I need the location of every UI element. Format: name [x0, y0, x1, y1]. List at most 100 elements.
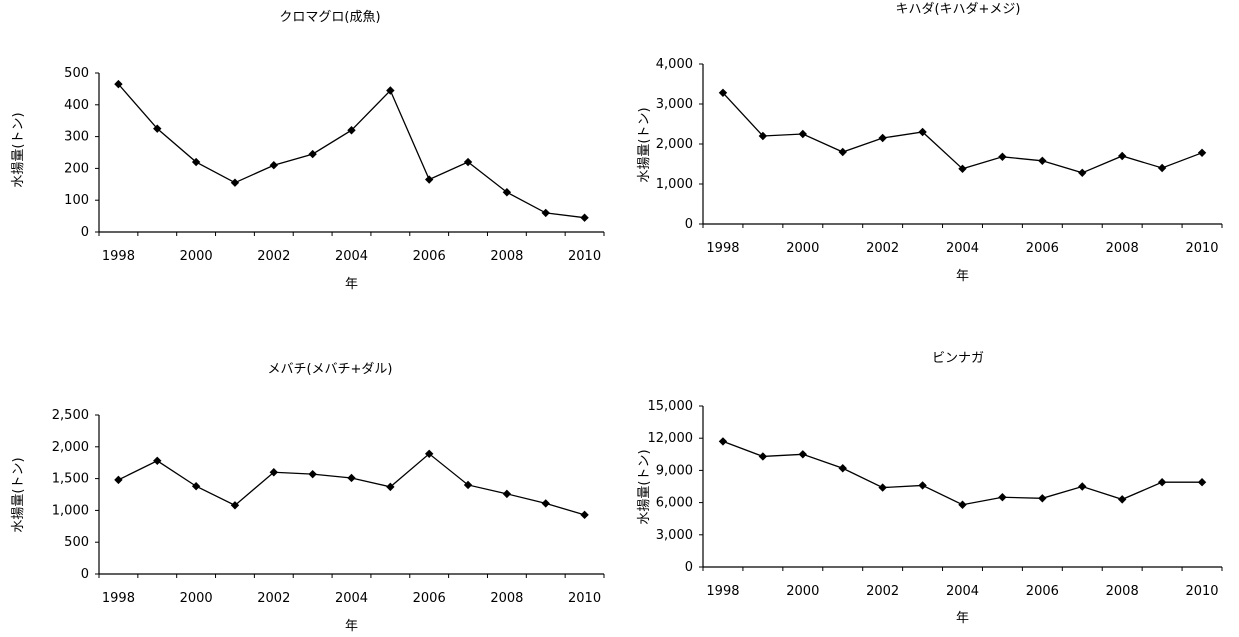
y-tick-label: 500 [64, 66, 89, 81]
x-tick-label: 2002 [866, 241, 899, 256]
y-tick-label: 1,000 [52, 503, 89, 518]
y-axis-label: 水揚量(トン) [10, 112, 26, 187]
data-point [502, 188, 512, 197]
x-axis-label: 年 [345, 277, 358, 292]
y-axis-label: 水揚量(トン) [636, 107, 652, 182]
data-point [918, 481, 927, 490]
data-point [269, 468, 279, 477]
x-tick-label: 2004 [335, 591, 368, 606]
data-point [958, 500, 967, 509]
x-tick-label: 1998 [706, 241, 739, 256]
x-axis-label: 年 [345, 619, 358, 634]
y-tick-label: 300 [64, 130, 89, 145]
data-point [998, 493, 1007, 502]
data-point [798, 450, 808, 459]
data-point [1157, 163, 1167, 173]
x-tick-label: 2002 [866, 584, 899, 599]
data-point [1078, 482, 1087, 491]
y-tick-label: 15,000 [648, 399, 694, 414]
y-tick-label: 200 [64, 161, 89, 176]
data-point [502, 489, 512, 499]
x-tick-label: 2006 [1026, 584, 1059, 599]
x-tick-label: 2006 [413, 249, 446, 264]
x-tick-label: 2002 [257, 249, 290, 264]
x-axis-label: 年 [956, 611, 969, 626]
data-point [1157, 478, 1167, 487]
chart-title: ビンナガ [932, 351, 984, 366]
data-point [718, 437, 728, 446]
y-tick-label: 0 [81, 225, 89, 240]
x-tick-label: 2004 [335, 249, 368, 264]
x-tick-label: 2010 [568, 591, 601, 606]
data-point [114, 79, 123, 89]
y-tick-label: 9,000 [656, 463, 693, 478]
x-tick-label: 1998 [102, 249, 135, 264]
series-line [117, 83, 585, 219]
y-tick-label: 1,000 [656, 177, 693, 192]
data-point [838, 147, 847, 157]
y-tick-label: 1,500 [52, 472, 89, 487]
data-point [758, 452, 768, 461]
data-point [463, 480, 473, 490]
y-tick-label: 2,500 [52, 408, 89, 423]
y-tick-label: 3,000 [656, 97, 693, 112]
data-point [386, 482, 395, 492]
y-tick-label: 0 [685, 217, 693, 232]
data-point [269, 161, 279, 170]
data-point [424, 449, 434, 458]
x-axis-label: 年 [956, 269, 969, 284]
data-point [758, 131, 768, 141]
data-point [918, 127, 927, 137]
y-tick-label: 2,000 [656, 137, 693, 152]
chart-2: メバチ(メバチ+ダル) 0 500 1,000 1,500 2,000 2,500 1998 2… [10, 362, 605, 634]
x-tick-label: 2004 [946, 241, 979, 256]
x-tick-label: 1998 [706, 584, 739, 599]
data-point [958, 164, 967, 173]
chart-title: メバチ(メバチ+ダル) [267, 362, 392, 377]
data-point [838, 464, 847, 473]
data-point [114, 475, 123, 485]
data-point [1038, 494, 1047, 503]
x-tick-label: 2006 [1026, 241, 1059, 256]
data-point [424, 175, 434, 184]
x-tick-label: 2010 [1185, 584, 1218, 599]
x-tick-label: 2004 [946, 584, 979, 599]
x-tick-label: 2008 [490, 249, 523, 264]
x-tick-label: 1998 [102, 591, 135, 606]
data-point [230, 501, 240, 510]
x-tick-label: 2008 [490, 591, 523, 606]
x-tick-label: 2000 [180, 249, 213, 264]
data-point [230, 178, 240, 187]
y-tick-label: 500 [64, 535, 89, 550]
y-tick-label: 3,000 [656, 528, 693, 543]
y-tick-label: 12,000 [648, 431, 694, 446]
data-point [386, 86, 395, 95]
x-tick-label: 2000 [786, 584, 819, 599]
x-tick-label: 2010 [1185, 241, 1218, 256]
y-tick-label: 0 [81, 567, 89, 582]
x-tick-label: 2000 [180, 591, 213, 606]
data-point [1117, 495, 1127, 504]
data-point [541, 499, 550, 508]
series-line [722, 92, 1203, 174]
data-point [463, 157, 473, 167]
y-axis-label: 水揚量(トン) [636, 449, 652, 524]
data-point [580, 213, 589, 222]
chart-3: ビンナガ 0 3,000 6,000 9,000 12,000 15,000 1998 2000… [636, 351, 1223, 626]
chart-0: クロマグロ(成魚) 0 100 200 300 400 500 1998 2000 2002 200… [10, 10, 605, 292]
y-tick-label: 4,000 [656, 57, 693, 72]
y-tick-label: 6,000 [656, 496, 693, 511]
data-point [347, 126, 356, 135]
data-point [798, 129, 808, 139]
data-point [1197, 478, 1207, 487]
series-line [722, 440, 1203, 506]
data-point [580, 510, 589, 520]
y-tick-label: 400 [64, 98, 89, 113]
x-tick-label: 2008 [1106, 241, 1139, 256]
data-point [153, 456, 162, 465]
x-tick-label: 2006 [413, 591, 446, 606]
chart-1: キハダ(キハダ+メジ) 0 1,000 2,000 3,000 4,000 1998 2000… [636, 2, 1223, 284]
series-line [118, 452, 585, 516]
data-point [1038, 156, 1047, 165]
y-tick-label: 0 [685, 560, 693, 575]
